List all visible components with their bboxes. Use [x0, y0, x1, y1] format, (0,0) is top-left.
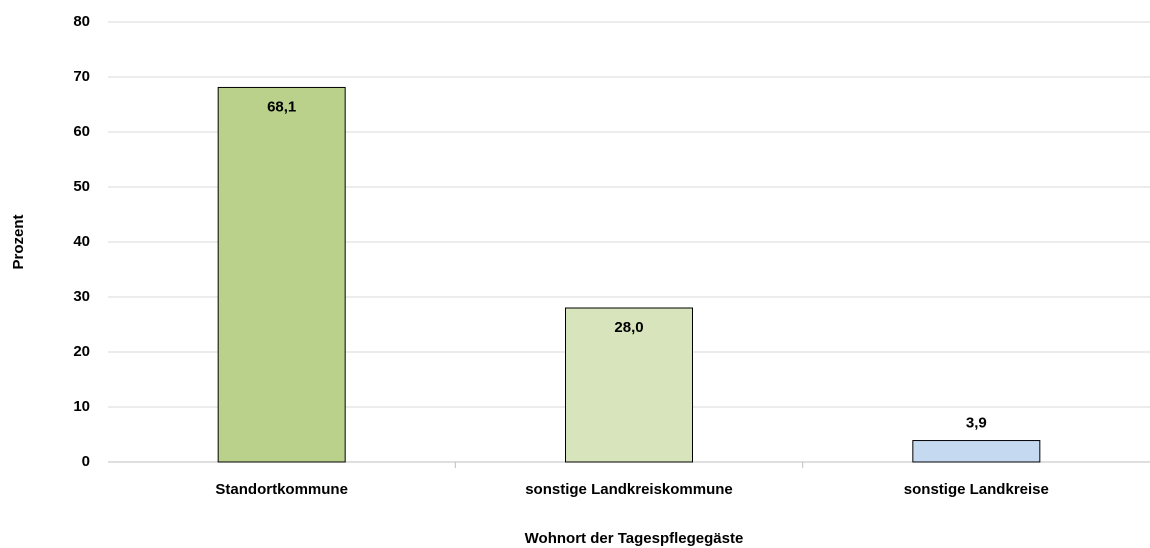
x-tick-label: sonstige Landkreise — [904, 481, 1049, 498]
y-tick-label: 60 — [73, 123, 90, 140]
x-tick-label: sonstige Landkreiskommune — [525, 481, 733, 498]
data-label: 3,9 — [966, 415, 987, 432]
bar — [217, 86, 346, 463]
y-tick-label: 20 — [73, 343, 90, 360]
y-tick-label: 30 — [73, 288, 90, 305]
y-tick-label: 10 — [73, 398, 90, 415]
bar — [912, 440, 1041, 463]
x-axis-title: Wohnort der Tagespflegegäste — [525, 530, 744, 547]
y-tick-label: 0 — [82, 453, 90, 470]
y-tick-label: 40 — [73, 233, 90, 250]
x-tick-label: Standortkommune — [215, 481, 348, 498]
bar — [565, 307, 693, 463]
y-axis-title: Prozent — [10, 214, 27, 269]
data-label: 68,1 — [267, 98, 296, 115]
y-tick-label: 50 — [73, 178, 90, 195]
y-tick-label: 70 — [73, 68, 90, 85]
data-label: 28,0 — [614, 319, 643, 336]
y-tick-label: 80 — [73, 13, 90, 30]
